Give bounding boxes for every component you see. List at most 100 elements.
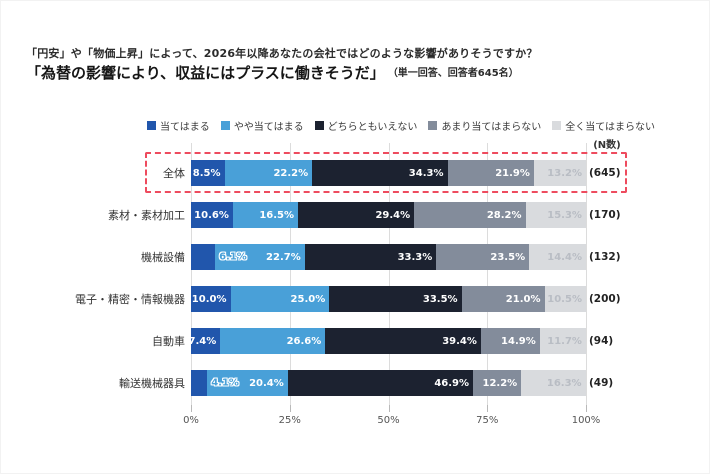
bar-segment: 28.2%: [414, 202, 526, 228]
bar-segment-label: 14.4%: [547, 251, 582, 263]
bar-segment-label: 12.2%: [482, 377, 518, 389]
legend-label: あまり当てはまらない: [441, 122, 542, 133]
row-n-value: (645): [589, 167, 621, 179]
legend-swatch-icon: [314, 121, 324, 130]
bar-segment-label: 46.9%: [434, 377, 470, 389]
legend: 当てはまる やや当てはまる どちらともいえない あまり当てはまらない 全く当てはまらない: [147, 118, 655, 133]
row-n-value: (49): [589, 377, 614, 389]
bar-segment: 21.9%: [447, 160, 534, 186]
bar-segment-label: 21.9%: [495, 167, 530, 179]
bar-segment-label: 7.4%: [188, 335, 217, 347]
n-count-header: (N数): [593, 140, 621, 151]
row-label: 全体: [163, 167, 185, 180]
x-tick-label: 50%: [377, 415, 400, 426]
bar-segment: 4.1%: [191, 370, 239, 396]
stacked-bar: 8.5% 22.2% 34.3% 21.9% 13.2%: [191, 160, 586, 186]
bar-segment: 10.5%: [544, 286, 586, 312]
bar-segment: 10.6%: [191, 202, 233, 228]
bar-segment-label: 20.4%: [249, 377, 284, 389]
stacked-bar: 10.6% 16.5% 29.4% 28.2% 15.3%: [191, 202, 586, 228]
row-n-value: (94): [589, 335, 614, 347]
stacked-bar: 6.1% 22.7% 33.3% 23.5% 14.4%: [191, 244, 586, 270]
bar-segment-label: 33.5%: [422, 293, 458, 305]
x-tick: [191, 405, 192, 412]
bar-segment: 7.4%: [188, 328, 221, 354]
stacked-bar: 7.4% 26.6% 39.4% 14.9% 11.7%: [188, 328, 586, 354]
bar-segment: 8.5%: [191, 160, 225, 186]
bar-segment: 12.2%: [473, 370, 522, 396]
bar-segment: 39.4%: [325, 328, 481, 354]
bar-segment-label: 11.7%: [547, 335, 582, 347]
bar-segment: 15.3%: [525, 202, 586, 228]
bar-segment-label: 22.7%: [266, 251, 301, 263]
row-n-value: (132): [589, 251, 621, 263]
bar-segment: 46.9%: [287, 370, 474, 396]
bar-segment: 25.0%: [230, 286, 330, 312]
x-axis: 0% 25% 50% 75% 100%: [183, 405, 600, 435]
stacked-bar: 4.1% 20.4% 46.9% 12.2% 16.3%: [191, 370, 586, 396]
legend-swatch-icon: [428, 121, 438, 130]
row-label: 輸送機械器具: [119, 377, 185, 390]
bar-segment: 34.3%: [312, 160, 448, 186]
bar-segment-label: 10.5%: [547, 293, 582, 305]
survey-question-title: 「円安」や「物価上昇」によって、2026年以降あなたの会社ではどのような影響があ…: [26, 47, 538, 60]
bar-segment: 16.5%: [232, 202, 299, 228]
bar-segment-label: 34.3%: [408, 167, 444, 179]
bar-segment-label: 23.5%: [490, 251, 526, 263]
bar-segment: 13.2%: [533, 160, 586, 186]
bar-segment: 10.0%: [191, 286, 231, 312]
legend-item: やや当てはまる: [220, 118, 304, 133]
bar-segment: 21.0%: [461, 286, 545, 312]
bar-segment: 22.7%: [215, 244, 305, 270]
legend-label: やや当てはまる: [233, 122, 304, 133]
bar-segment: 33.5%: [329, 286, 462, 312]
chart-title-text: 「為替の影響により、収益にはプラスに働きそうだ」: [26, 64, 385, 82]
row-label: 素材・素材加工: [108, 209, 185, 222]
bar-segment-label: 13.2%: [547, 167, 582, 179]
bar-segment-label: 28.2%: [486, 209, 522, 221]
chart-row: 電子・精密・情報機器 10.0% 25.0% 33.5% 21.0% 10.5% (200): [1, 278, 709, 320]
x-tick: [586, 405, 587, 412]
bar-segment-label: 10.0%: [191, 293, 227, 305]
bar-segment-label: 16.5%: [259, 209, 295, 221]
bar-segment-label: 14.9%: [501, 335, 536, 347]
x-tick: [388, 405, 390, 412]
bar-segment-label: 4.1%: [211, 377, 239, 389]
bar-segment-label: 22.2%: [273, 167, 309, 179]
legend-swatch-icon: [220, 121, 230, 130]
chart-title: 「為替の影響により、収益にはプラスに働きそうだ」 （単一回答、回答者645名）: [26, 62, 519, 83]
bar-segment-label: 25.0%: [290, 293, 326, 305]
x-tick: [487, 405, 489, 412]
legend-swatch-icon: [552, 121, 562, 130]
legend-item: あまり当てはまらない: [428, 118, 541, 133]
bar-segment-label: 29.4%: [375, 209, 411, 221]
bar-segment: 20.4%: [207, 370, 288, 396]
chart-row: 全体 8.5% 22.2% 34.3% 21.9% 13.2% (645): [1, 152, 709, 194]
bar-segment: 14.9%: [480, 328, 540, 354]
chart-row: 輸送機械器具 4.1% 20.4% 46.9% 12.2% 16.3% (49): [1, 362, 709, 404]
chart-row: 機械設備 6.1% 22.7% 33.3% 23.5% 14.4% (132): [1, 236, 709, 278]
legend-item: どちらともいえない: [314, 118, 418, 133]
bar-segment-label: 15.3%: [547, 209, 582, 221]
legend-label: 当てはまる: [160, 122, 210, 133]
bar-segment-label: 6.1%: [219, 251, 247, 263]
bar-segment-label: 8.5%: [192, 167, 221, 179]
chart-row: 素材・素材加工 10.6% 16.5% 29.4% 28.2% 15.3% (170): [1, 194, 709, 236]
x-tick-label: 100%: [571, 415, 601, 426]
row-label: 自動車: [152, 335, 185, 348]
x-tick-label: 25%: [278, 415, 301, 426]
bar-segment: 26.6%: [220, 328, 326, 354]
stacked-bar: 10.0% 25.0% 33.5% 21.0% 10.5%: [191, 286, 586, 312]
row-n-value: (170): [589, 209, 621, 221]
bar-segment: 6.1%: [191, 244, 247, 270]
bar-segment-label: 26.6%: [286, 335, 322, 347]
bar-segment: 23.5%: [436, 244, 530, 270]
chart-row: 自動車 7.4% 26.6% 39.4% 14.9% 11.7% (94): [1, 320, 709, 362]
legend-label: どちらともいえない: [327, 122, 418, 133]
legend-label: 全く当てはまらない: [565, 122, 656, 133]
bar-segment-label: 33.3%: [397, 251, 433, 263]
bar-segment: 22.2%: [224, 160, 313, 186]
bar-segment: 29.4%: [298, 202, 415, 228]
bar-segment: 14.4%: [529, 244, 586, 270]
